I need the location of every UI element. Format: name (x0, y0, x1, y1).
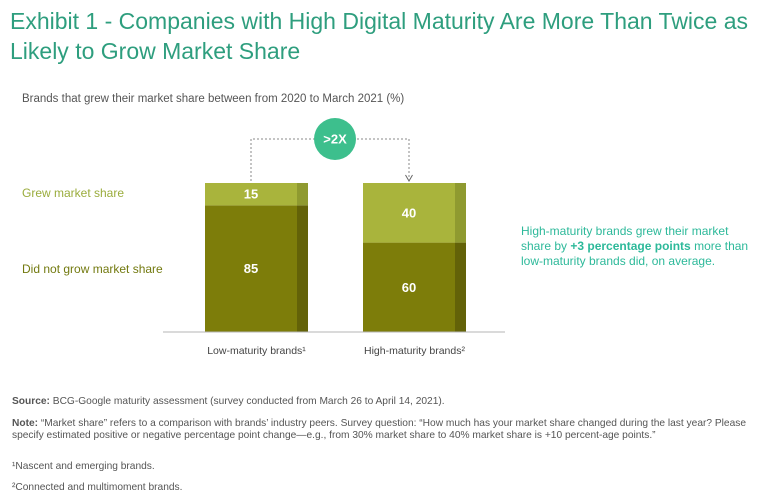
bar-grew-1 (205, 183, 297, 206)
page-title: Exhibit 1 - Companies with High Digital … (10, 8, 749, 64)
data-label-grew-2: 40 (402, 205, 416, 220)
bar-grew-edge-1 (297, 183, 308, 206)
footer-note: Note: “Market share” refers to a compari… (12, 418, 757, 441)
category-label-1: Low-maturity brands¹ (207, 345, 306, 357)
source-label: Source: (12, 396, 50, 407)
data-label-grew-1: 15 (244, 187, 258, 202)
legend-grew-market-share: Grew market share (22, 186, 125, 200)
data-label-did-not-grow-1: 85 (244, 261, 258, 276)
bar-grew-edge-2 (455, 183, 466, 243)
bar-did-not-grow-2 (363, 242, 455, 332)
note-label: Note: (12, 418, 39, 429)
chart-subtitle: Brands that grew their market share betw… (22, 93, 405, 105)
note-text: “Market share” refers to a comparison wi… (12, 418, 747, 441)
side-annotation-text-2: more than low-maturity brands did, on av… (521, 239, 749, 268)
side-annotation-text-1: High-maturity brands grew their market s… (521, 224, 729, 253)
category-label-2: High-maturity brands² (364, 345, 465, 357)
connector-arrowhead (405, 174, 413, 182)
bar-did-not-grow-edge-2 (455, 242, 466, 332)
footnote-1: ¹Nascent and emerging brands. (12, 461, 155, 472)
footnote-2: ²Connected and multimoment brands. (12, 482, 183, 493)
comparison-badge (314, 118, 356, 160)
source-text: BCG-Google maturity assessment (survey c… (49, 396, 445, 407)
data-label-did-not-grow-2: 60 (402, 280, 416, 295)
side-annotation-emphasis: +3 percentage points (570, 239, 691, 253)
bar-grew-2 (363, 183, 455, 243)
side-annotation: High-maturity brands grew their market s… (521, 224, 761, 269)
bar-did-not-grow-edge-1 (297, 205, 308, 332)
comparison-badge-label: >2X (323, 132, 347, 147)
legend-did-not-grow-market-share: Did not grow market share (22, 262, 163, 276)
footer-source: Source: BCG-Google maturity assessment (… (12, 396, 757, 408)
bar-did-not-grow-1 (205, 205, 297, 332)
